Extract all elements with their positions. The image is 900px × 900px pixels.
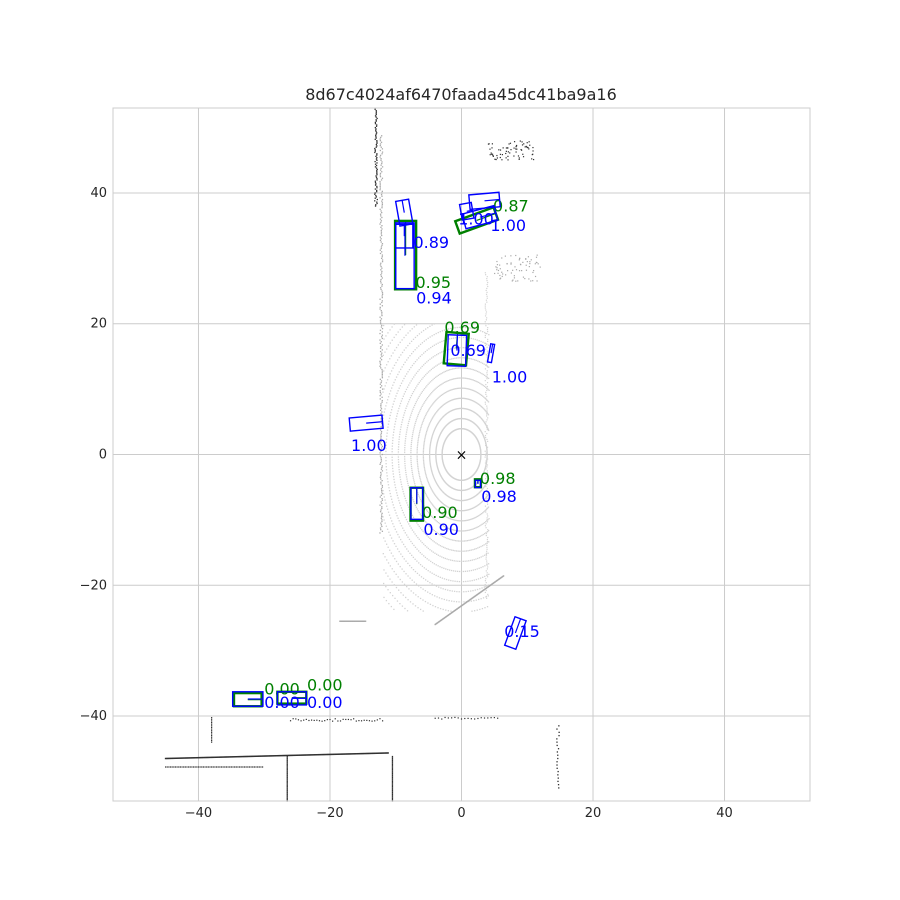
gt-box-score: 0.90 bbox=[422, 503, 458, 522]
y-axis-ticks: −40 −20 0 20 40 bbox=[80, 186, 107, 724]
y-tick-label: 0 bbox=[99, 448, 107, 463]
pred-box-score: 0.89 bbox=[413, 233, 449, 252]
plot-frame bbox=[112, 107, 811, 802]
x-axis-ticks: −40 −20 0 20 40 bbox=[185, 806, 733, 821]
pred-box bbox=[503, 615, 528, 651]
pred-box-score: 0.00 bbox=[307, 693, 343, 712]
pred-box bbox=[458, 201, 475, 221]
pred-box-score: 0.69 bbox=[450, 341, 486, 360]
gt-box-score: 0.69 bbox=[444, 318, 480, 337]
pred-box bbox=[348, 414, 384, 432]
gt-box-score: 0.00 bbox=[264, 679, 300, 698]
pred-box bbox=[461, 204, 499, 230]
grid-lines bbox=[113, 108, 810, 801]
pred-box-score: 1.00 bbox=[490, 216, 526, 235]
ground-truth-boxes: 0.95 0.87 0.69 0.98 0.90 0.00 0.00 bbox=[232, 196, 529, 708]
pred-box-score: 0.00 bbox=[264, 693, 300, 712]
pred-box-score: 0.98 bbox=[481, 487, 517, 506]
pred-box bbox=[231, 691, 264, 707]
chart-title: 8d67c4024af6470faada45dc41ba9a16 bbox=[305, 85, 617, 104]
pred-box bbox=[276, 691, 308, 706]
pred-box bbox=[410, 487, 424, 521]
gt-box-score: 0.87 bbox=[493, 196, 529, 215]
pred-box-score: 0.90 bbox=[423, 520, 459, 539]
pred-box bbox=[395, 222, 415, 290]
y-tick-label: 20 bbox=[90, 317, 107, 332]
gt-box-score: 0.98 bbox=[480, 469, 516, 488]
pred-box bbox=[395, 223, 414, 249]
pred-box bbox=[394, 198, 414, 227]
pred-box bbox=[486, 342, 496, 364]
y-tick-label: 40 bbox=[90, 186, 107, 201]
y-tick-label: −40 bbox=[80, 709, 107, 724]
y-tick-label: −20 bbox=[80, 578, 107, 593]
x-tick-label: −40 bbox=[185, 806, 212, 821]
pred-box-score: 0.94 bbox=[416, 288, 452, 307]
x-tick-label: 40 bbox=[716, 806, 733, 821]
pred-box-score: 1.00 bbox=[492, 368, 528, 387]
pred-box bbox=[446, 334, 468, 368]
ego-vehicle-marker: × bbox=[456, 448, 468, 464]
point-cloud bbox=[164, 108, 560, 802]
x-tick-label: −20 bbox=[316, 806, 343, 821]
x-tick-label: 20 bbox=[585, 806, 602, 821]
pred-box bbox=[474, 479, 482, 489]
prediction-boxes: 0.940.891.001.000.691.001.000.980.900.15… bbox=[231, 191, 540, 712]
gt-box-score: 0.00 bbox=[307, 676, 343, 695]
pred-box-score: 1.00 bbox=[351, 436, 387, 455]
gt-box-score: 0.95 bbox=[415, 273, 451, 292]
pred-box-score: 0.15 bbox=[504, 622, 540, 641]
ego-marker: × bbox=[456, 448, 468, 464]
x-tick-label: 0 bbox=[457, 806, 465, 821]
